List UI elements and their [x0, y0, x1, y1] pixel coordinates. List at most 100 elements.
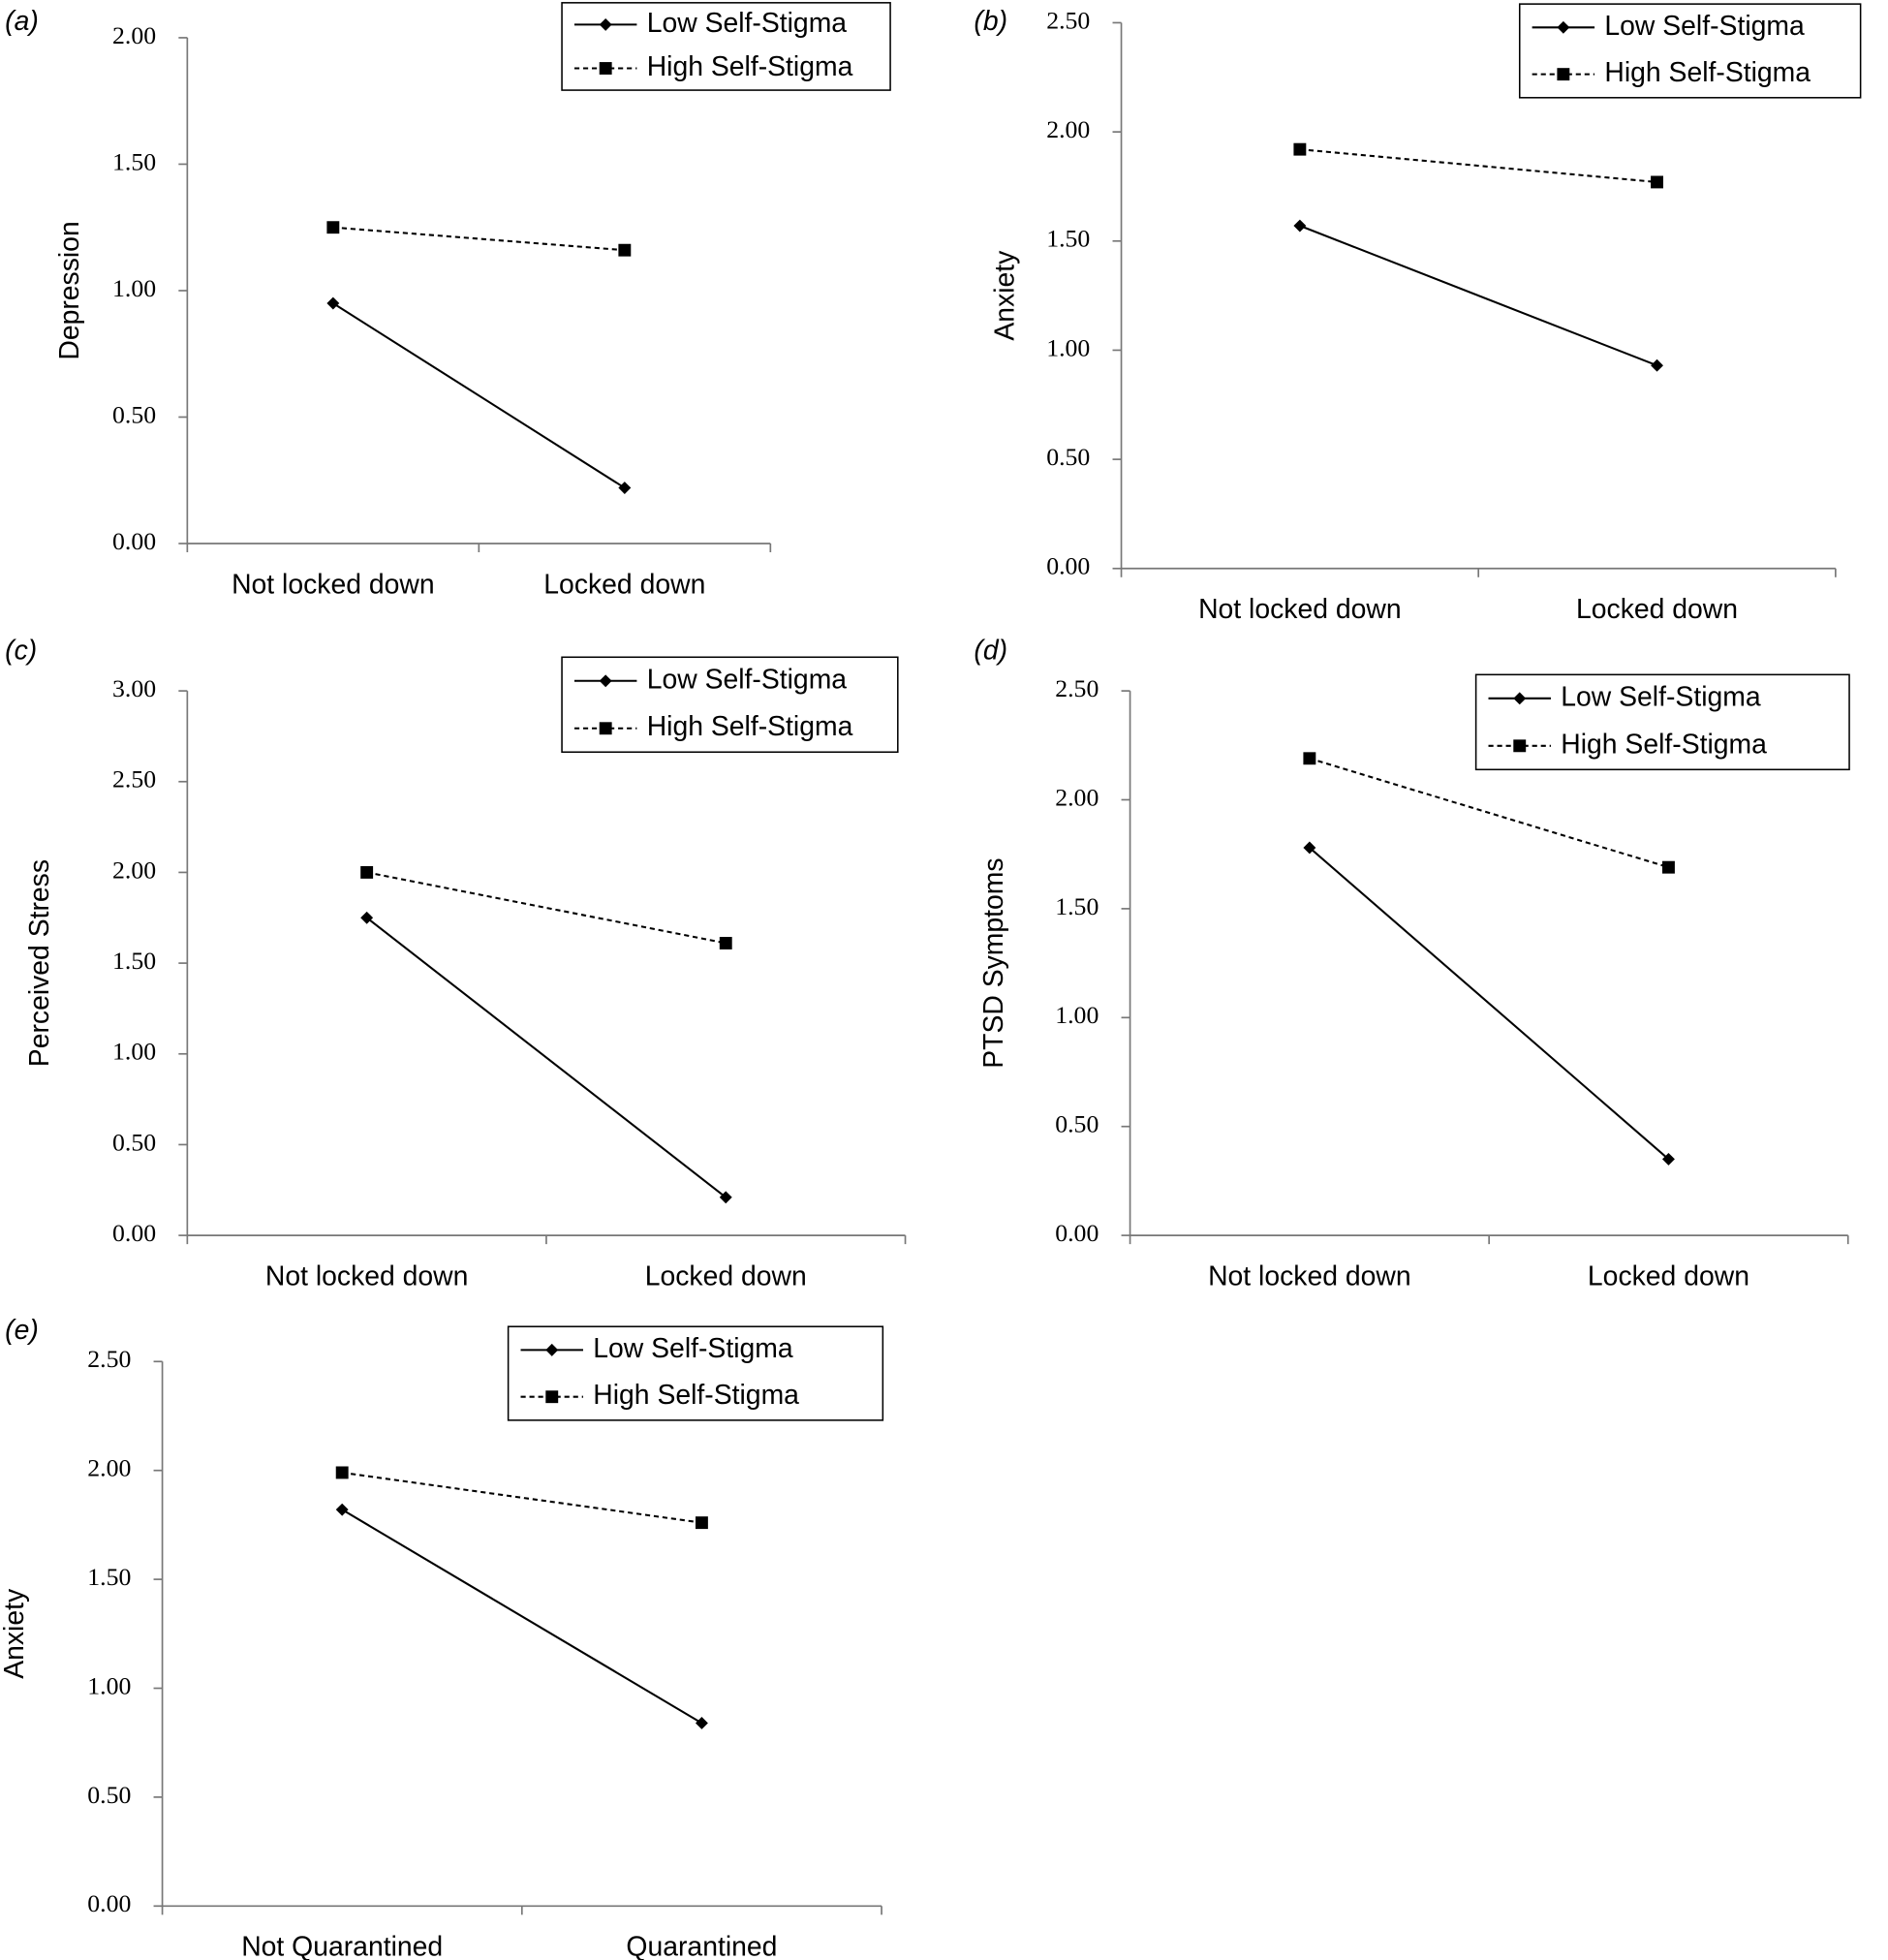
legend-box [561, 656, 899, 754]
legend-box [1474, 673, 1850, 771]
marker [719, 937, 732, 949]
marker [695, 1717, 708, 1729]
y-tick-label: 0.50 [87, 1781, 131, 1809]
legend-box [1518, 3, 1862, 99]
marker [695, 1516, 708, 1530]
y-tick-label: 3.00 [112, 674, 156, 702]
panel-label: (e) [5, 1315, 39, 1346]
series-line [332, 226, 625, 252]
y-tick-label: 1.50 [1046, 225, 1090, 253]
marker [326, 296, 340, 310]
series-line [366, 871, 727, 945]
marker [1303, 752, 1316, 765]
y-tick-label: 2.50 [1046, 6, 1090, 34]
x-tick-label: Locked down [645, 1260, 807, 1291]
y-tick-label: 0.00 [1046, 552, 1090, 580]
legend-marker [599, 17, 612, 31]
y-tick-label: 2.50 [112, 765, 156, 793]
series-line [1309, 847, 1670, 1161]
legend-label: High Self-Stigma [1604, 57, 1811, 88]
x-tick-label: Locked down [543, 569, 705, 600]
marker [326, 221, 340, 234]
panel-label: (b) [974, 6, 1007, 37]
y-tick-label: 1.00 [87, 1671, 131, 1699]
y-tick-label: 2.00 [112, 21, 156, 49]
y-tick-label: 0.50 [1055, 1110, 1099, 1138]
y-tick-label: 2.00 [87, 1454, 131, 1482]
x-tick-label: Not locked down [232, 569, 435, 600]
legend-label: Low Self-Stigma [1604, 11, 1805, 42]
legend-label: Low Self-Stigma [1561, 681, 1761, 712]
legend-label: Low Self-Stigma [647, 664, 848, 695]
y-tick-label: 2.50 [1055, 674, 1099, 702]
marker [335, 1466, 349, 1479]
marker [1303, 841, 1316, 855]
y-axis-title: Depression [54, 221, 85, 359]
y-tick-label: 1.50 [112, 947, 156, 975]
x-tick-label: Not locked down [1198, 594, 1402, 625]
panel-label: (c) [5, 636, 37, 667]
x-tick-label: Quarantined [626, 1932, 777, 1960]
series-line [341, 1509, 702, 1725]
legend-marker [1557, 68, 1570, 81]
x-tick-label: Locked down [1588, 1260, 1749, 1291]
y-tick-label: 1.50 [112, 147, 156, 175]
series-line [1309, 757, 1669, 869]
marker [360, 865, 374, 879]
marker [360, 911, 374, 924]
x-tick-label: Not locked down [265, 1260, 469, 1291]
y-tick-label: 0.50 [112, 400, 156, 428]
y-axis-title: Anxiety [989, 250, 1020, 341]
y-tick-label: 2.00 [1046, 115, 1090, 143]
marker [1662, 1152, 1675, 1166]
legend-label: High Self-Stigma [1561, 729, 1767, 760]
legend-marker [1513, 739, 1527, 753]
y-tick-label: 0.00 [87, 1889, 131, 1917]
y-tick-label: 1.50 [1055, 892, 1099, 920]
y-tick-label: 1.00 [112, 274, 156, 302]
series-line [1299, 225, 1657, 367]
legend-label: Low Self-Stigma [593, 1333, 793, 1364]
legend-marker [599, 722, 612, 735]
marker [618, 482, 632, 495]
marker [1293, 142, 1307, 156]
legend-label: High Self-Stigma [647, 51, 853, 82]
y-tick-label: 2.50 [87, 1345, 131, 1373]
legend-label: High Self-Stigma [593, 1380, 799, 1411]
legend-box [507, 1325, 884, 1421]
y-tick-label: 1.00 [1046, 333, 1090, 361]
x-tick-label: Not locked down [1208, 1260, 1411, 1291]
y-tick-label: 1.00 [1055, 1001, 1099, 1029]
series-line [342, 1471, 702, 1524]
series-line [1299, 148, 1657, 183]
series-line [332, 302, 626, 489]
marker [618, 243, 632, 257]
y-tick-label: 0.00 [1055, 1219, 1099, 1247]
y-tick-label: 2.00 [1055, 783, 1099, 811]
y-tick-label: 0.00 [112, 1219, 156, 1247]
x-tick-label: Locked down [1576, 594, 1738, 625]
y-tick-label: 0.50 [112, 1128, 156, 1156]
legend-marker [1557, 20, 1570, 34]
y-axis-title: PTSD Symptoms [978, 857, 1009, 1068]
y-tick-label: 0.50 [1046, 443, 1090, 471]
legend-box [561, 2, 891, 91]
legend-marker [599, 674, 612, 688]
y-tick-label: 2.00 [112, 856, 156, 884]
legend-marker [545, 1390, 559, 1404]
y-tick-label: 0.00 [112, 527, 156, 555]
legend-marker [1513, 692, 1527, 705]
legend-label: Low Self-Stigma [647, 8, 848, 39]
panel-label: (a) [5, 6, 39, 37]
y-axis-title: Perceived Stress [24, 859, 55, 1067]
marker [1293, 219, 1307, 233]
marker [1662, 860, 1675, 874]
marker [1651, 175, 1663, 189]
x-tick-label: Not Quarantined [241, 1932, 443, 1960]
y-tick-label: 1.50 [87, 1563, 131, 1591]
legend-marker [599, 62, 612, 75]
y-tick-label: 1.00 [112, 1038, 156, 1066]
panel-label: (d) [974, 636, 1007, 667]
